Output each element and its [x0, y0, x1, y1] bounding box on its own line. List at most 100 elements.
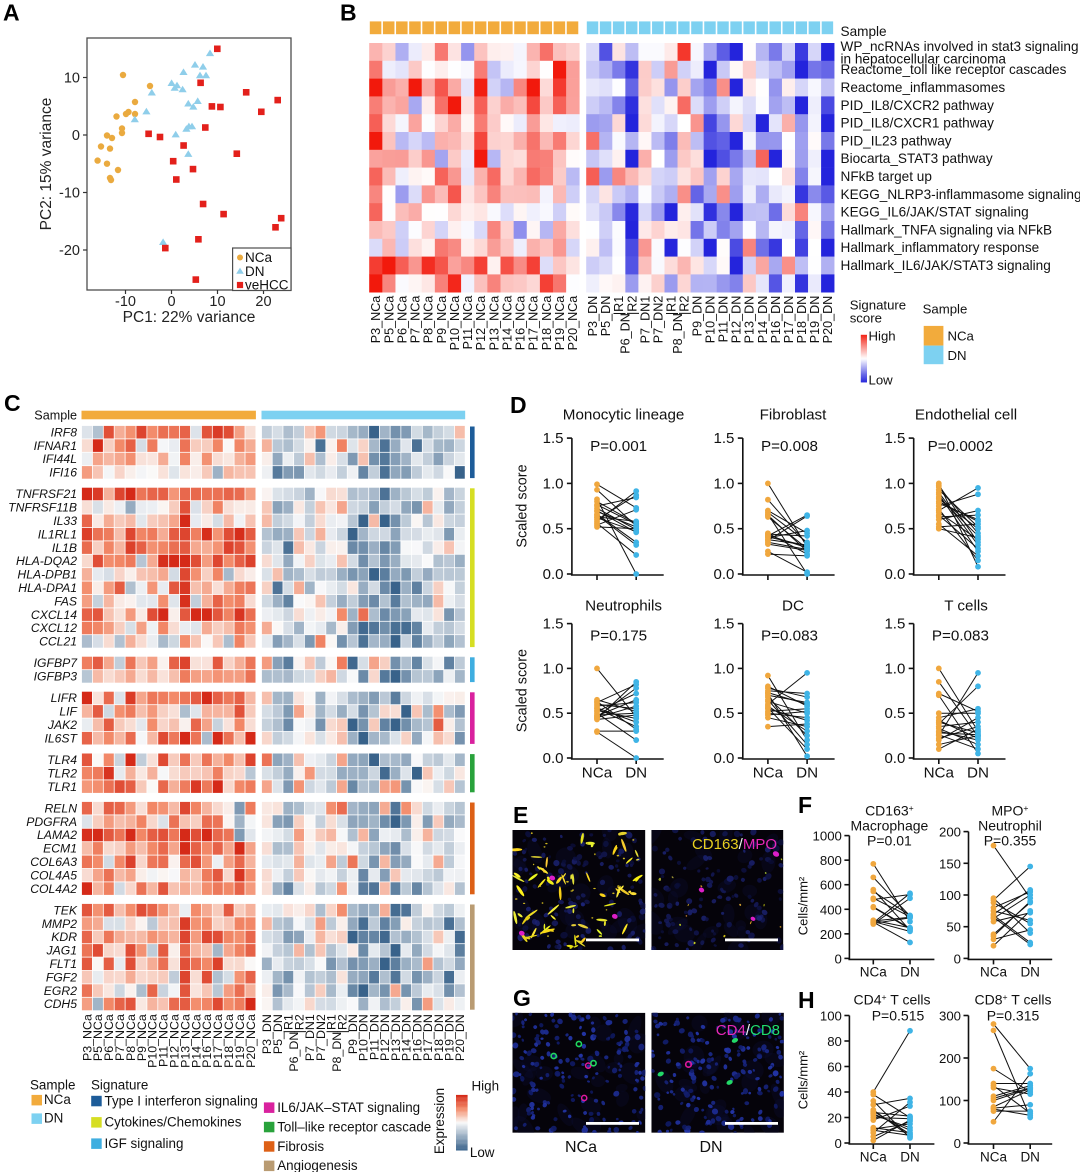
- svg-text:E: E: [513, 802, 528, 828]
- svg-text:P13_DN: P13_DN: [743, 296, 757, 344]
- svg-text:P11_NCa: P11_NCa: [157, 1014, 171, 1067]
- svg-text:RELN: RELN: [44, 801, 77, 815]
- svg-text:1.5: 1.5: [884, 616, 905, 633]
- svg-text:CD163+: CD163+: [865, 803, 914, 819]
- svg-text:HLA-DPA1: HLA-DPA1: [18, 581, 77, 595]
- svg-text:Scaled score: Scaled score: [514, 464, 530, 547]
- svg-text:P16_DN: P16_DN: [410, 1014, 424, 1061]
- svg-text:0.0: 0.0: [543, 750, 564, 767]
- svg-text:P3_DN: P3_DN: [260, 1014, 274, 1054]
- svg-text:B: B: [340, 0, 357, 26]
- svg-text:Cytokines/Chemokines: Cytokines/Chemokines: [105, 1115, 242, 1130]
- svg-text:NCa: NCa: [245, 250, 272, 265]
- svg-text:Toll–like receptor cascade: Toll–like receptor cascade: [277, 1119, 431, 1134]
- svg-text:P7_DN2: P7_DN2: [314, 1014, 328, 1061]
- svg-text:P7_NCa: P7_NCa: [113, 1014, 127, 1061]
- svg-text:KEGG_NLRP3-inflammasome signal: KEGG_NLRP3-inflammasome signaling: [841, 187, 1080, 202]
- svg-text:NCa: NCa: [44, 1092, 71, 1107]
- svg-text:NCa: NCa: [980, 1150, 1007, 1165]
- svg-text:Sample: Sample: [923, 302, 968, 317]
- svg-text:HLA-DPB1: HLA-DPB1: [17, 568, 77, 582]
- svg-text:P9_DN: P9_DN: [691, 296, 705, 337]
- svg-text:0.0: 0.0: [884, 750, 905, 767]
- svg-text:P5_NCa: P5_NCa: [91, 1014, 105, 1061]
- svg-text:IFI16: IFI16: [49, 466, 77, 480]
- svg-text:P=0.315: P=0.315: [987, 1008, 1040, 1024]
- svg-text:20: 20: [827, 1111, 842, 1126]
- svg-text:NCa: NCa: [980, 965, 1007, 980]
- svg-text:P12_DN: P12_DN: [378, 1014, 392, 1061]
- svg-text:P13_NCa: P13_NCa: [487, 296, 501, 351]
- svg-text:Type I interferon signaling: Type I interferon signaling: [105, 1093, 258, 1108]
- svg-text:MMP2: MMP2: [42, 917, 77, 931]
- svg-text:TNFRSF21: TNFRSF21: [15, 487, 77, 501]
- svg-text:-10: -10: [115, 294, 136, 310]
- svg-text:COL4A2: COL4A2: [30, 882, 77, 896]
- svg-text:COL6A3: COL6A3: [30, 855, 77, 869]
- svg-text:P6_NCa: P6_NCa: [395, 296, 409, 344]
- svg-text:P13_NCa: P13_NCa: [178, 1014, 192, 1068]
- svg-text:400: 400: [820, 902, 842, 917]
- svg-text:DC: DC: [782, 598, 804, 615]
- svg-text:1.0: 1.0: [714, 475, 735, 492]
- svg-text:|R2: |R2: [292, 1014, 306, 1033]
- svg-text:High: High: [472, 1079, 500, 1094]
- svg-text:0.0: 0.0: [543, 566, 564, 583]
- svg-text:P18_DN: P18_DN: [432, 1014, 446, 1061]
- svg-text:|R1: |R1: [612, 296, 626, 315]
- svg-text:ECM1: ECM1: [43, 842, 77, 856]
- svg-text:P9_NCa: P9_NCa: [435, 296, 449, 344]
- svg-text:P=0.01: P=0.01: [867, 833, 912, 849]
- svg-text:NFkB target up: NFkB target up: [841, 169, 932, 184]
- svg-text:P20_NCa: P20_NCa: [244, 1014, 258, 1068]
- svg-text:200: 200: [939, 825, 961, 840]
- svg-text:IL6/JAK–STAT signaling: IL6/JAK–STAT signaling: [277, 1100, 420, 1115]
- svg-text:150: 150: [939, 856, 961, 871]
- svg-text:JAK2: JAK2: [47, 718, 77, 732]
- svg-text:score: score: [850, 311, 882, 326]
- svg-text:DN: DN: [900, 965, 920, 980]
- svg-text:JAG1: JAG1: [46, 944, 77, 958]
- svg-text:CXCL14: CXCL14: [31, 608, 77, 622]
- svg-text:P16_DN: P16_DN: [769, 296, 783, 344]
- svg-text:P16_NCa: P16_NCa: [514, 296, 528, 351]
- svg-text:P=0.175: P=0.175: [590, 628, 647, 645]
- svg-text:1000: 1000: [813, 829, 842, 844]
- svg-text:Neutrophils: Neutrophils: [585, 598, 662, 615]
- svg-text:PID_IL23 pathway: PID_IL23 pathway: [841, 133, 952, 148]
- svg-text:IL1RL1: IL1RL1: [38, 527, 77, 541]
- svg-text:100: 100: [820, 1009, 842, 1024]
- svg-text:P3_NCa: P3_NCa: [369, 296, 383, 344]
- svg-text:1.5: 1.5: [714, 430, 735, 447]
- svg-text:C: C: [4, 390, 21, 416]
- svg-text:|R1: |R1: [282, 1014, 296, 1033]
- svg-text:20: 20: [255, 294, 271, 310]
- svg-text:P8_NCa: P8_NCa: [422, 296, 436, 344]
- svg-text:P7_DN2: P7_DN2: [651, 296, 665, 344]
- svg-text:P9_DN: P9_DN: [346, 1014, 360, 1054]
- svg-text:50: 50: [946, 920, 961, 935]
- svg-text:P20_NCa: P20_NCa: [566, 296, 580, 351]
- svg-text:DN: DN: [900, 1150, 920, 1165]
- svg-text:G: G: [513, 985, 531, 1011]
- svg-text:Angiogenesis: Angiogenesis: [277, 1158, 358, 1172]
- svg-text:A: A: [3, 0, 20, 26]
- svg-text:0.5: 0.5: [714, 705, 735, 722]
- svg-text:P=0.355: P=0.355: [984, 833, 1037, 849]
- svg-text:Sample: Sample: [30, 1078, 75, 1093]
- svg-text:P10_NCa: P10_NCa: [146, 1014, 160, 1068]
- svg-text:1.5: 1.5: [884, 430, 905, 447]
- svg-text:IL33: IL33: [53, 514, 77, 528]
- svg-text:Fibroblast: Fibroblast: [760, 407, 827, 424]
- svg-text:0.5: 0.5: [714, 521, 735, 538]
- svg-text:NCa: NCa: [753, 765, 784, 782]
- svg-text:|R2: |R2: [677, 296, 691, 315]
- svg-text:P17_DN: P17_DN: [421, 1014, 435, 1061]
- svg-text:P10_NCa: P10_NCa: [448, 296, 462, 351]
- svg-text:Endothelial cell: Endothelial cell: [915, 407, 1017, 424]
- svg-text:Hallmark_inflammatory response: Hallmark_inflammatory response: [841, 240, 1040, 255]
- svg-text:Low: Low: [470, 1145, 495, 1160]
- svg-text:NCa: NCa: [582, 765, 613, 782]
- svg-text:100: 100: [939, 888, 961, 903]
- svg-text:DN: DN: [1020, 1150, 1040, 1165]
